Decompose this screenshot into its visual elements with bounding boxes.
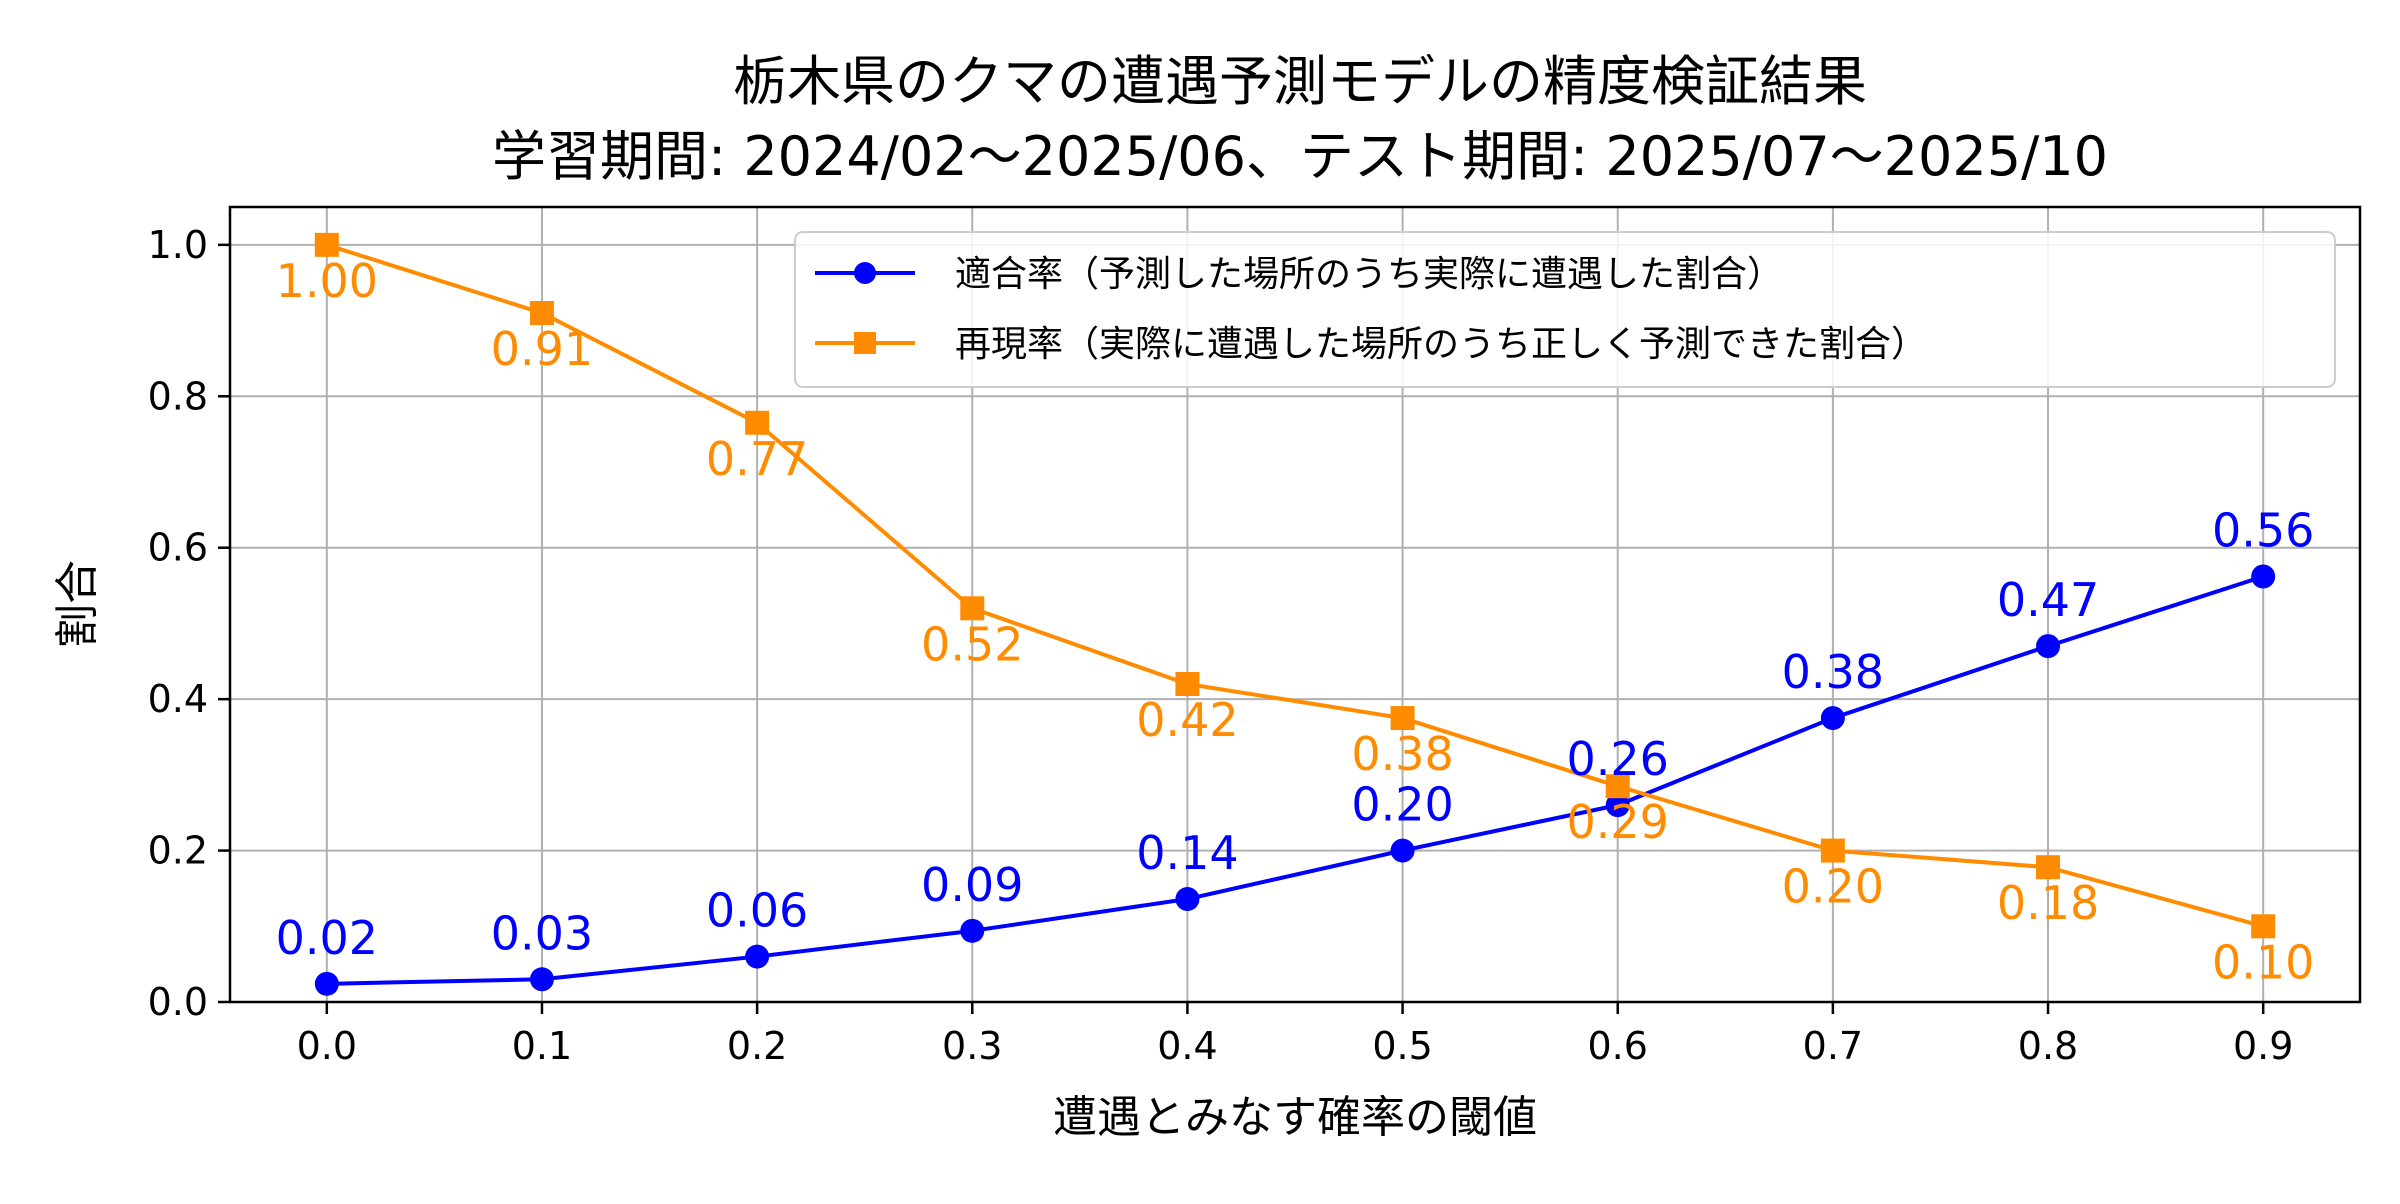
data-label-1: 0.52 (921, 617, 1023, 671)
x-tick-label: 0.1 (512, 1024, 572, 1068)
data-point-0 (960, 918, 985, 943)
x-tick-label: 0.9 (2233, 1024, 2293, 1068)
legend: 適合率（予測した場所のうち実際に遭遇した割合） 再現率（実際に遭遇した場所のうち… (794, 231, 2336, 388)
legend-entry-precision: 適合率（予測した場所のうち実際に遭遇した割合） (955, 254, 1783, 295)
data-label-1: 0.77 (706, 432, 808, 486)
x-tick-label: 0.8 (2018, 1024, 2078, 1068)
data-label-1: 0.42 (1136, 693, 1238, 747)
data-point-0 (2251, 564, 2276, 589)
data-point-0 (314, 971, 339, 996)
legend-marker-precision (854, 262, 876, 284)
x-tick-label: 0.0 (297, 1024, 357, 1068)
series-line-1 (326, 242, 2264, 929)
data-point-0 (1175, 887, 1200, 912)
axis-ticks: 0.0 0.1 0.2 0.3 0.4 0.5 0.6 0.7 0.8 0.9 0.0 0.2 0.4 0… (148, 223, 2294, 1068)
data-label-0: 0.02 (276, 911, 378, 965)
data-point-1 (2036, 855, 2061, 880)
data-label-1: 0.29 (1567, 795, 1669, 849)
data-point-1 (1390, 706, 1415, 731)
data-point-1 (1820, 838, 1845, 863)
data-point-0 (2036, 634, 2061, 659)
x-tick-label: 0.4 (1157, 1024, 1217, 1068)
series-line-0 (326, 574, 2264, 986)
y-tick-label: 0.6 (148, 526, 208, 570)
chart-title-line2: 学習期間: 2024/02〜2025/06、テスト期間: 2025/07〜202… (492, 125, 2108, 188)
data-point-0 (1820, 706, 1845, 731)
data-label-0: 0.14 (1136, 826, 1238, 880)
data-point-1 (745, 410, 770, 435)
data-point-1 (1175, 672, 1200, 696)
data-label-0: 0.38 (1782, 645, 1884, 699)
y-tick-label: 0.0 (148, 980, 208, 1024)
legend-box (794, 231, 2336, 388)
legend-marker-recall (854, 332, 876, 354)
data-point-1 (960, 596, 985, 621)
chart-title-line1: 栃木県のクマの遭遇予測モデルの精度検証結果 (733, 50, 1867, 113)
data-label-1: 1.00 (276, 254, 378, 308)
data-label-0: 0.03 (491, 906, 593, 960)
series-group (314, 232, 2276, 996)
y-axis-label: 割合 (52, 560, 103, 648)
legend-entry-recall: 再現率（実際に遭遇した場所のうち正しく予測できた割合） (955, 324, 1927, 365)
data-label-0: 0.47 (1997, 573, 2099, 627)
data-label-1: 0.20 (1782, 860, 1884, 914)
y-tick-label: 0.2 (148, 829, 208, 873)
data-label-0: 0.09 (921, 858, 1023, 912)
plot-frame (228, 205, 2362, 1004)
y-tick-label: 1.0 (148, 223, 208, 267)
x-axis-label: 遭遇とみなす確率の閾値 (1053, 1092, 1537, 1143)
data-label-0: 0.56 (2212, 503, 2314, 557)
data-label-0: 0.06 (706, 884, 808, 938)
data-label-1: 0.91 (491, 322, 593, 376)
x-tick-label: 0.6 (1588, 1024, 1648, 1068)
data-point-1 (1605, 774, 1630, 799)
y-tick-label: 0.8 (148, 374, 208, 418)
data-label-0: 0.26 (1567, 732, 1669, 786)
data-point-0 (529, 967, 554, 992)
data-label-0: 0.20 (1351, 778, 1453, 832)
data-point-1 (314, 232, 339, 257)
x-tick-label: 0.7 (1803, 1024, 1863, 1068)
data-label-1: 0.10 (2212, 935, 2314, 989)
data-point-1 (2251, 914, 2276, 939)
data-point-0 (1605, 793, 1630, 818)
data-labels: 0.02 0.03 0.06 0.09 0.14 0.20 0.26 0.38 0.47 0.56… (276, 254, 2315, 989)
x-tick-label: 0.3 (942, 1024, 1002, 1068)
data-point-0 (1390, 838, 1415, 863)
x-tick-label: 0.2 (727, 1024, 787, 1068)
data-label-1: 0.38 (1351, 727, 1453, 781)
x-tick-label: 0.5 (1372, 1024, 1432, 1068)
y-tick-label: 0.4 (148, 677, 208, 721)
data-point-0 (745, 944, 770, 969)
data-point-1 (529, 301, 554, 325)
data-label-1: 0.18 (1997, 876, 2099, 930)
